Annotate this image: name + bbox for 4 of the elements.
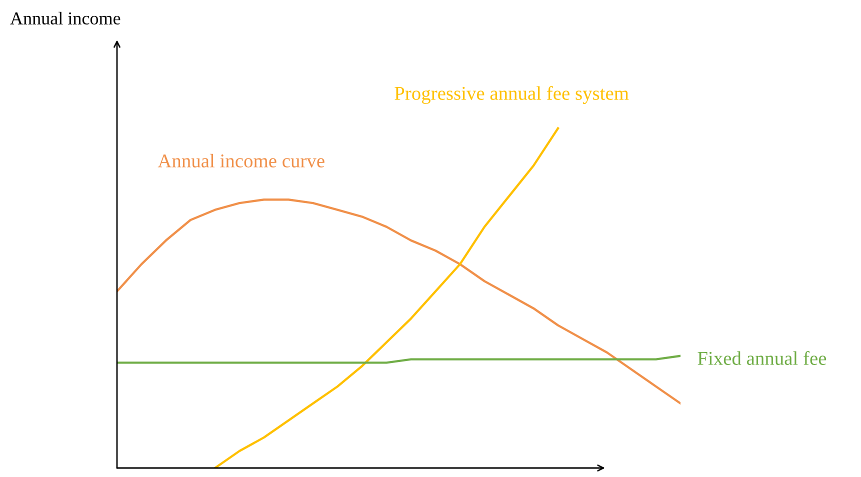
- series-label: Annual income curve: [158, 154, 324, 168]
- text: Progressive annual fee system: [394, 86, 629, 104]
- text: Annual income: [10, 12, 120, 25]
- series-label: Fixed annual fee: [698, 351, 826, 365]
